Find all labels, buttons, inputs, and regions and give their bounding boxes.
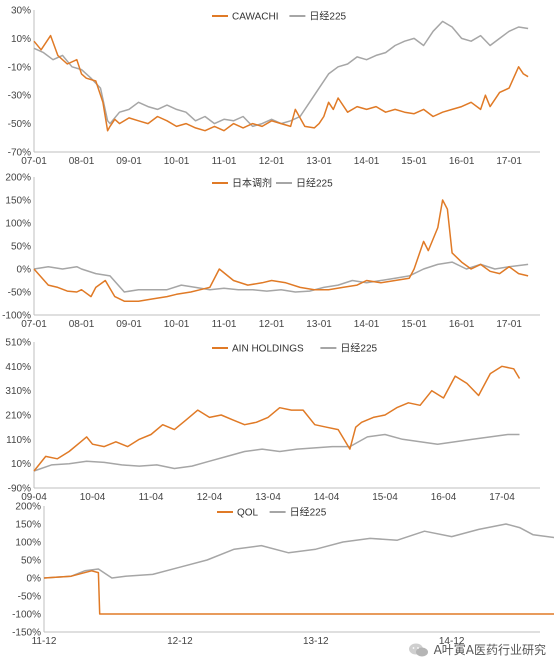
series-line-gray <box>43 523 554 579</box>
x-tick-label: 11-12 <box>32 636 57 647</box>
y-tick-label: 150% <box>15 520 41 531</box>
series-line-orange <box>33 34 529 132</box>
x-tick-label: 16-01 <box>449 156 475 167</box>
wechat-icon <box>408 643 428 656</box>
watermark: A叶寅A医药行业研究 <box>408 641 546 658</box>
x-tick-label: 16-04 <box>431 492 457 503</box>
y-tick-label: 410% <box>5 362 31 373</box>
y-tick-label: -30% <box>8 91 31 102</box>
x-tick-label: 14-01 <box>354 156 380 167</box>
y-tick-label: 10% <box>11 459 31 470</box>
legend-label: QOL <box>237 508 259 519</box>
legend-label: AIN HOLDINGS <box>232 344 304 355</box>
x-tick-label: 07-01 <box>21 319 47 330</box>
series-line-gray <box>33 433 520 472</box>
x-tick-label: 11-04 <box>139 492 164 503</box>
legend: CAWACHI 日经225 <box>212 10 347 23</box>
y-tick-label: -100% <box>2 311 31 322</box>
x-tick-label: 17-01 <box>496 156 522 167</box>
y-tick-label: 510% <box>5 338 31 349</box>
chart-4: 200% 150% 100% 50% 0% -50% -100% -150%11-12 12-1… <box>12 502 554 647</box>
legend-label: 日经225 <box>309 10 346 23</box>
y-tick-label: 200% <box>15 502 41 513</box>
x-tick-label: 12-12 <box>167 636 193 647</box>
legend-label: 日本调剂 <box>232 177 272 190</box>
x-tick-label: 13-01 <box>306 156 332 167</box>
x-tick-label: 10-01 <box>164 319 190 330</box>
y-tick-label: -150% <box>12 628 41 639</box>
x-tick-label: 11-01 <box>212 319 237 330</box>
x-tick-label: 13-01 <box>306 319 332 330</box>
y-tick-label: 10% <box>11 34 31 45</box>
x-tick-label: 10-04 <box>80 492 106 503</box>
legend-label: 日经225 <box>340 342 377 355</box>
x-tick-label: 11-01 <box>212 156 237 167</box>
y-tick-label: -50% <box>8 288 31 299</box>
y-tick-label: -50% <box>8 119 31 130</box>
y-tick-label: -70% <box>8 148 31 159</box>
x-tick-label: 14-01 <box>354 319 380 330</box>
y-tick-label: 50% <box>11 242 31 253</box>
series-line-orange <box>33 365 521 472</box>
x-tick-label: 16-01 <box>449 319 475 330</box>
y-tick-label: 100% <box>15 538 41 549</box>
x-tick-label: 08-01 <box>69 156 95 167</box>
y-tick-label: 150% <box>5 196 31 207</box>
x-tick-label: 07-01 <box>21 156 47 167</box>
x-tick-label: 15-01 <box>401 156 427 167</box>
y-tick-label: 0% <box>27 574 42 585</box>
x-tick-label: 15-04 <box>372 492 398 503</box>
legend-label: CAWACHI <box>232 12 278 23</box>
watermark-text: A叶寅A医药行业研究 <box>433 643 546 657</box>
x-tick-label: 13-04 <box>255 492 281 503</box>
legend: 日本调剂 日经225 <box>212 177 333 190</box>
chart-2: 200% 150% 100% 50% 0% -50% -100%07-01 08-01 09-0… <box>2 173 540 330</box>
x-tick-label: 13-12 <box>303 636 329 647</box>
y-tick-label: -50% <box>18 592 41 603</box>
y-tick-label: 210% <box>5 411 31 422</box>
y-tick-label: 100% <box>5 219 31 230</box>
y-tick-label: 30% <box>11 6 31 17</box>
y-tick-label: -100% <box>12 610 41 621</box>
x-tick-label: 09-01 <box>116 319 142 330</box>
y-tick-label: 0% <box>17 265 32 276</box>
x-tick-label: 09-01 <box>116 156 142 167</box>
y-tick-label: 200% <box>5 173 31 184</box>
legend: QOL 日经225 <box>217 506 327 519</box>
x-tick-label: 10-01 <box>164 156 190 167</box>
x-tick-label: 17-04 <box>489 492 515 503</box>
legend-label: 日经225 <box>296 177 333 190</box>
y-tick-label: 310% <box>5 386 31 397</box>
x-tick-label: 08-01 <box>69 319 95 330</box>
legend: AIN HOLDINGS 日经225 <box>212 342 378 355</box>
y-tick-label: 110% <box>6 435 31 446</box>
y-tick-label: -90% <box>8 484 31 495</box>
series-line-orange <box>43 570 554 615</box>
series-line-orange <box>33 199 529 302</box>
x-tick-label: 17-01 <box>496 319 522 330</box>
y-tick-label: -10% <box>8 62 31 73</box>
x-tick-label: 14-12 <box>439 636 465 647</box>
x-tick-label: 14-04 <box>314 492 340 503</box>
series-line-gray <box>33 261 529 293</box>
y-tick-label: 50% <box>21 556 41 567</box>
series-line-gray <box>33 20 529 128</box>
legend-label: 日经225 <box>290 506 327 519</box>
x-tick-label: 12-04 <box>197 492 223 503</box>
chart-3: 510% 410% 310% 210% 110% 10% -90%09-04 10-04 11-… <box>5 338 540 503</box>
x-tick-label: 12-01 <box>259 319 285 330</box>
x-tick-label: 15-01 <box>401 319 427 330</box>
chart-1: 30% 10% -10% -30% -50% -70%07-01 08-01 09-01 10-… <box>8 6 540 167</box>
x-tick-label: 12-01 <box>259 156 285 167</box>
x-tick-label: 09-04 <box>21 492 47 503</box>
